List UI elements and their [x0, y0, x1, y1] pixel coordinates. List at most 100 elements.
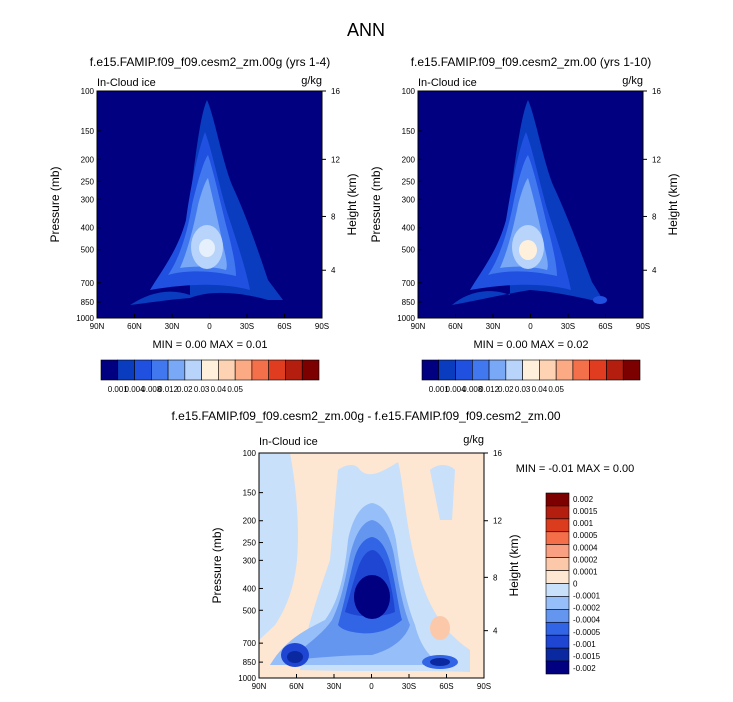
- panel-a-colorbar-box: [251, 359, 269, 381]
- panel-b-colorbar-label: 0.012: [479, 385, 500, 394]
- panel-b-x-tick-label: 90S: [636, 322, 650, 331]
- panel-b-colorbar-box: [539, 359, 557, 381]
- panel-b-y-tick-label: 300: [402, 195, 416, 204]
- panel-a-y2-tick-label: 4: [331, 266, 336, 275]
- panel-c-y-tick-label: 1000: [238, 674, 256, 683]
- panel-b-colorbar-box: [606, 359, 624, 381]
- panel-a-x-tick-label: 90N: [90, 322, 105, 331]
- panel-b-colorbar-box: [488, 359, 507, 381]
- panel-c-y-tick-label: 250: [243, 539, 257, 548]
- panel-a-y-tick-label: 150: [81, 127, 95, 136]
- panel-c-colorbar-label: 0.001: [573, 519, 594, 528]
- panel-b-colorbar-box: [438, 359, 456, 381]
- panel-b-colorbar-box: [421, 359, 440, 381]
- panel-c-y-tick-label: 100: [243, 449, 257, 458]
- panel-b-contours: [418, 91, 643, 318]
- panel-c-colorbar-box: [545, 621, 570, 636]
- panel-c-y2-axis-label: Height (km): [507, 534, 521, 596]
- panel-a-x-tick-label: 90S: [315, 322, 329, 331]
- panel-a-y-tick-label: 300: [81, 195, 95, 204]
- panel-a-colorbar-box: [151, 359, 169, 381]
- panel-c-colorbar-label: -0.001: [573, 640, 596, 649]
- panel-top-right: f.e15.FAMIP.f09_f09.cesm2_zm.00 (yrs 1-1…: [369, 55, 680, 394]
- panel-c-colorbar: 0.002 0.0015 0.001 0.0005 0.0004 0.0002 0.0001…: [545, 492, 601, 675]
- panel-a-colorbar-label: 0.04: [211, 385, 227, 394]
- panel-a-axes: 90N 60N 30N 0 30S 60S 90S 100 150 200 250 300 400 500…: [48, 87, 359, 331]
- panel-c-colorbar-box: [545, 544, 570, 558]
- panel-a-y2-tick-label: 16: [331, 87, 340, 96]
- panel-c-y-tick-label: 400: [243, 584, 257, 593]
- panel-a-y-tick-label: 700: [81, 279, 95, 288]
- panel-c-colorbar-label: 0.0005: [573, 531, 598, 540]
- panel-a-colorbar-box: [201, 359, 219, 381]
- panel-c-colorbar-label: -0.0004: [573, 616, 601, 625]
- panel-a-min-max: MIN = 0.00 MAX = 0.01: [153, 339, 268, 351]
- panel-b-y2-tick-label: 8: [652, 212, 657, 221]
- panel-a-x-tick-label: 30N: [165, 322, 180, 331]
- panel-c-contour-south-blob-core: [430, 658, 450, 666]
- panel-c-colorbar-box: [545, 596, 570, 610]
- panel-b-colorbar-box: [472, 359, 490, 381]
- panel-b-y-tick-label: 500: [402, 246, 416, 255]
- panel-a-y2-tick-label: 8: [331, 212, 336, 221]
- panel-b-x-tick-label: 60N: [448, 322, 463, 331]
- panel-a-y-tick-label: 1000: [76, 314, 94, 323]
- panel-b-y2-tick-label: 16: [652, 87, 661, 96]
- panel-a-colorbar-label: 0.008: [141, 385, 162, 394]
- panel-b-colorbar-label: 0.008: [462, 385, 483, 394]
- panel-c-y-axis-label: Pressure (mb): [210, 527, 224, 603]
- panel-c-colorbar-box: [545, 583, 570, 597]
- panel-difference: f.e15.FAMIP.f09_f09.cesm2_zm.00g - f.e15…: [171, 409, 634, 691]
- panel-b-colorbar-label: 0.02: [498, 385, 514, 394]
- panel-a-y-tick-label: 500: [81, 246, 95, 255]
- panel-a-x-tick-label: 30S: [240, 322, 254, 331]
- panel-a-colorbar-box: [184, 359, 202, 381]
- panel-b-y-tick-label: 150: [402, 127, 416, 136]
- panel-c-y2-tick-label: 8: [493, 573, 498, 582]
- panel-c-x-tick-label: 60N: [289, 682, 304, 691]
- panel-b-colorbar-label: 0.05: [548, 385, 564, 394]
- panel-c-colorbar-label: 0.0001: [573, 567, 598, 576]
- panel-a-colorbar-label: 0.012: [158, 385, 179, 394]
- panel-b-colorbar-box: [572, 359, 590, 381]
- panel-a-y2-tick-label: 12: [331, 155, 340, 164]
- panel-b-y-tick-label: 250: [402, 177, 416, 186]
- panel-a-units: g/kg: [301, 75, 322, 87]
- panel-a-title: f.e15.FAMIP.f09_f09.cesm2_zm.00g (yrs 1-…: [90, 55, 331, 69]
- panel-b-y2-tick-label: 12: [652, 155, 661, 164]
- panel-c-colorbar-box: [545, 570, 570, 584]
- panel-b-x-tick-label: 30N: [486, 322, 501, 331]
- panel-a-colorbar-box: [117, 359, 135, 381]
- panel-c-colorbar-label: -0.002: [573, 664, 596, 673]
- panel-c-title: f.e15.FAMIP.f09_f09.cesm2_zm.00g - f.e15…: [171, 409, 560, 423]
- panel-b-axes: 90N 60N 30N 0 30S 60S 90S 100 150 200 250 300 400 500…: [369, 87, 680, 331]
- panel-a-colorbar-box: [301, 359, 320, 381]
- panel-b-x-tick-label: 60S: [598, 322, 612, 331]
- panel-b-x-tick-label: 0: [528, 322, 533, 331]
- panel-a-y-tick-label: 400: [81, 224, 95, 233]
- panel-b-colorbar-label: 0.004: [446, 385, 467, 394]
- panel-c-y-tick-label: 500: [243, 606, 257, 615]
- panel-a-y2-axis-label: Height (km): [345, 173, 359, 235]
- panel-c-axes: 90N 60N 30N 0 30S 60S 90S 100 150 200 250 300 400 500…: [210, 449, 521, 691]
- panel-c-x-tick-label: 30S: [402, 682, 416, 691]
- panel-a-x-tick-label: 60S: [277, 322, 291, 331]
- panel-a-colorbar-box: [167, 359, 186, 381]
- panel-c-colorbar-box: [545, 660, 570, 675]
- panel-a-colorbar-label: 0.001: [108, 385, 129, 394]
- panel-top-left: f.e15.FAMIP.f09_f09.cesm2_zm.00g (yrs 1-…: [48, 55, 359, 394]
- panel-a-colorbar-box: [134, 359, 152, 381]
- panel-b-y-tick-label: 400: [402, 224, 416, 233]
- panel-b-contour-south-blob: [593, 296, 607, 304]
- panel-a-y-tick-label: 250: [81, 177, 95, 186]
- panel-a-colorbar-label: 0.02: [177, 385, 193, 394]
- panel-c-colorbar-box: [545, 505, 570, 520]
- panel-b-colorbar-label: 0.001: [429, 385, 450, 394]
- panel-b-colorbar-box: [622, 359, 641, 381]
- panel-a-y-tick-label: 200: [81, 155, 95, 164]
- figure-title: ANN: [347, 20, 385, 40]
- panel-c-contour-neg-core: [354, 575, 390, 619]
